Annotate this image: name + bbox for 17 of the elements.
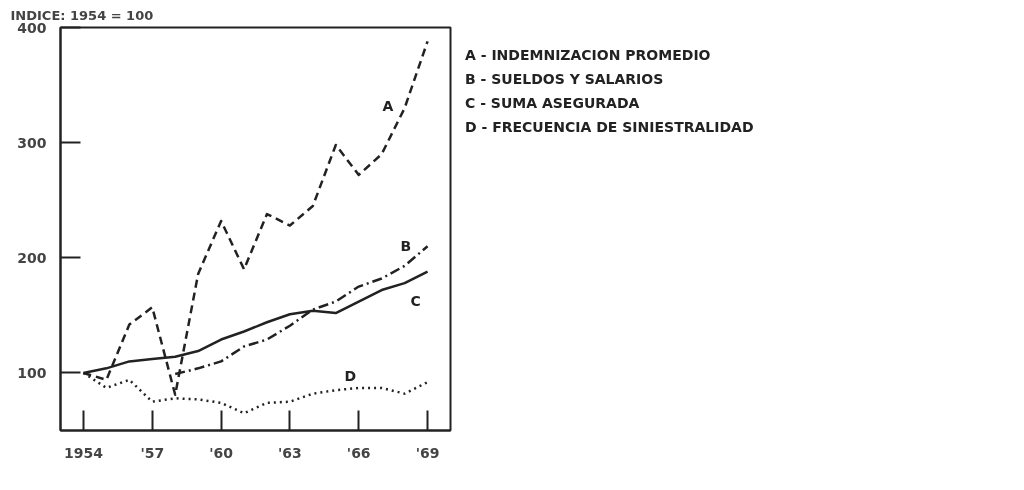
- series-label: C: [410, 293, 421, 310]
- y-tick-label: 100: [17, 364, 47, 381]
- x-tick-label: '69: [415, 444, 440, 461]
- x-tick-label: '57: [140, 444, 165, 461]
- y-tick-label: 200: [17, 249, 47, 266]
- x-tick-label: '66: [346, 444, 371, 461]
- x-tick-label: 1954: [63, 444, 104, 461]
- text: D - FRECUENCIA DE SINIESTRALIDAD: [465, 118, 754, 137]
- x-tick-label: '60: [209, 444, 234, 461]
- text: B - SUELDOS Y SALARIOS: [465, 70, 665, 89]
- series-label: A: [382, 98, 394, 115]
- series-label: D: [344, 367, 357, 384]
- text: C - SUMA ASEGURADA: [465, 94, 641, 113]
- text: A - INDEMNIZACION PROMEDIO: [465, 46, 712, 65]
- x-tick-label: '63: [278, 444, 302, 461]
- y-tick-label: 300: [17, 134, 47, 151]
- series-label: B: [400, 237, 412, 254]
